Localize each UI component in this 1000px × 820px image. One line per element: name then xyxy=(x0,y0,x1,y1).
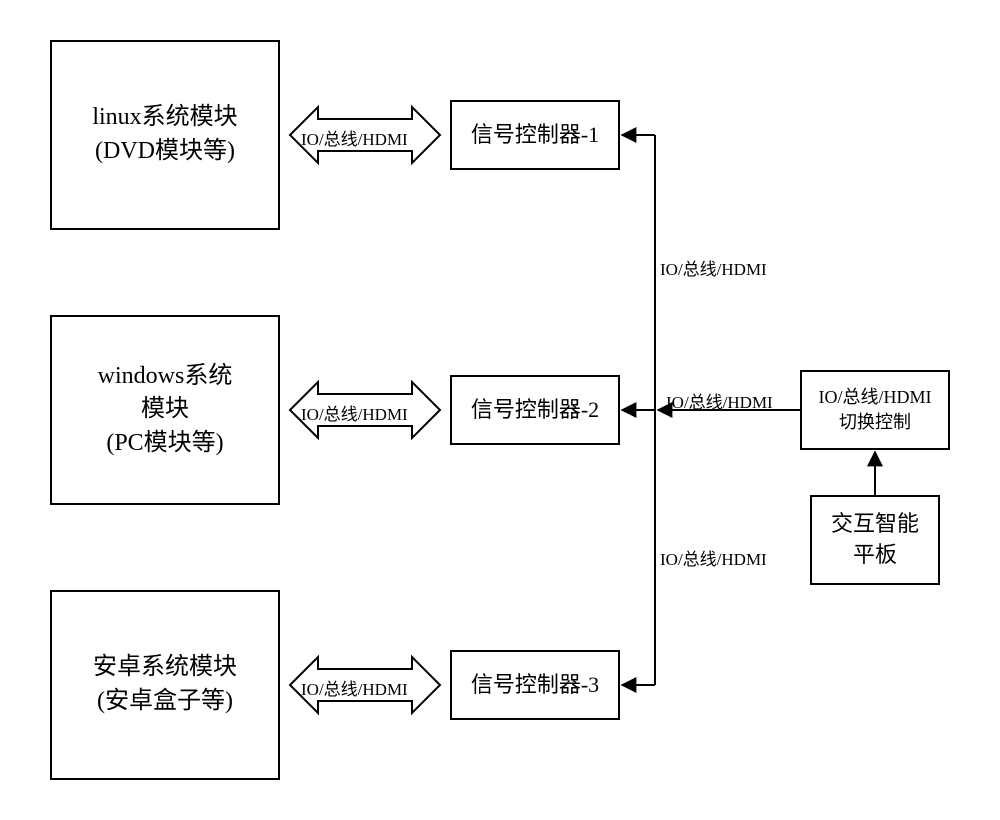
bus-label: IO/总线/HDMI xyxy=(666,388,773,413)
diagram-canvas: linux系统模块 (DVD模块等) windows系统 模块 (PC模块等) … xyxy=(0,0,1000,820)
bus-lines xyxy=(0,0,1000,820)
bus-label: IO/总线/HDMI xyxy=(660,545,767,570)
bus-label: IO/总线/HDMI xyxy=(660,255,767,280)
